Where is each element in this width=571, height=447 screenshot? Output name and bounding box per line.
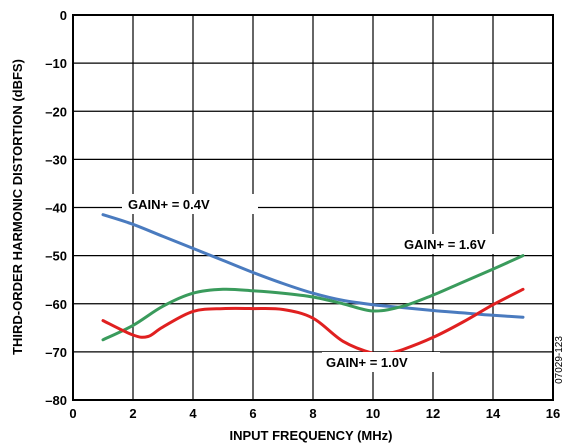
x-tick-label: 6 [249, 406, 256, 421]
series-label-gain10-text: GAIN+ = 1.0V [326, 355, 408, 370]
y-tick-label: –60 [45, 297, 67, 312]
x-tick-label: 0 [69, 406, 76, 421]
series-label-gain16-text: GAIN+ = 1.6V [404, 237, 486, 252]
x-axis-title: INPUT FREQUENCY (MHz) [230, 428, 393, 443]
series-line-0 [101, 213, 525, 319]
series-lines [101, 213, 525, 356]
y-tick-label: –40 [45, 201, 67, 216]
y-tick-label: –70 [45, 345, 67, 360]
y-axis-title: THIRD-ORDER HARMONIC DISTORTION (dBFS) [10, 59, 25, 355]
x-tick-label: 14 [486, 406, 501, 421]
y-tick-label: –10 [45, 56, 67, 71]
y-tick-label: –50 [45, 249, 67, 264]
plot-frame [72, 14, 554, 401]
figure-id: 07029-123 [554, 336, 565, 384]
series-line-1 [101, 254, 525, 342]
y-tick-label: –20 [45, 104, 67, 119]
y-tick-label: –30 [45, 152, 67, 167]
series-label-gain16: GAIN+ = 1.6V [398, 234, 528, 254]
y-tick-label: 0 [60, 8, 67, 23]
x-tick-label: 12 [426, 406, 440, 421]
x-tick-label: 16 [546, 406, 560, 421]
x-tick-label: 10 [366, 406, 380, 421]
y-tick-labels: 0 –10 –20 –30 –40 –50 –60 –70 –80 [45, 8, 67, 408]
y-tick-label: –80 [45, 393, 67, 408]
series-label-gain10: GAIN+ = 1.0V [322, 352, 440, 372]
x-tick-label: 2 [129, 406, 136, 421]
x-tick-labels: 0 2 4 6 8 10 12 14 16 [69, 406, 560, 421]
x-tick-label: 8 [309, 406, 316, 421]
series-line-2 [101, 287, 525, 356]
x-tick-label: 4 [189, 406, 197, 421]
series-label-gain04: GAIN+ = 0.4V [122, 194, 258, 214]
series-label-gain04-text: GAIN+ = 0.4V [128, 197, 210, 212]
